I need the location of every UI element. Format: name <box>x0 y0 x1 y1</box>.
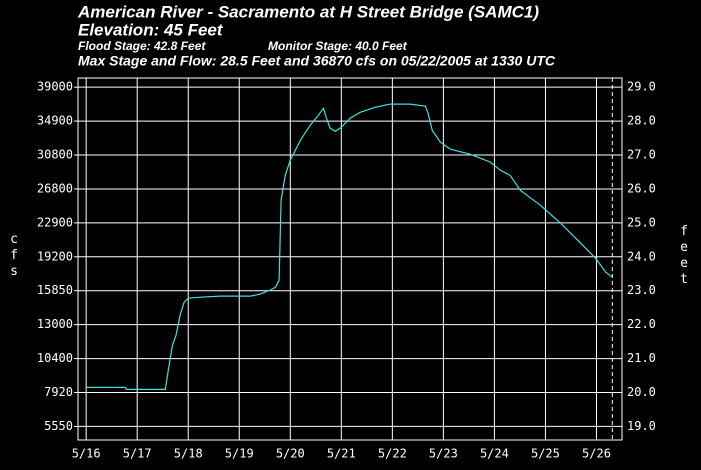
x-tick-label: 5/24 <box>480 447 509 461</box>
y2-tick-label: 25.0 <box>627 215 656 229</box>
y-tick-label: 26800 <box>37 181 73 195</box>
x-tick-label: 5/16 <box>72 447 101 461</box>
max-note: Max Stage and Flow: 28.5 Feet and 36870 … <box>78 53 556 69</box>
y-tick-label: 34900 <box>37 114 73 128</box>
x-tick-label: 5/19 <box>225 447 254 461</box>
y2-tick-label: 29.0 <box>627 80 656 94</box>
plot-border <box>77 77 623 441</box>
y2-tick-label: 28.0 <box>627 114 656 128</box>
chart-subtitle: Elevation: 45 Feet <box>78 20 224 39</box>
x-tick-label: 5/25 <box>531 447 560 461</box>
y2-tick-label: 26.0 <box>627 181 656 195</box>
chart-title: American River - Sacramento at H Street … <box>77 2 539 21</box>
x-tick-label: 5/18 <box>174 447 203 461</box>
x-tick-label: 5/23 <box>429 447 458 461</box>
y-tick-label: 19200 <box>37 249 73 263</box>
x-tick-label: 5/22 <box>378 447 407 461</box>
y2-tick-label: 27.0 <box>627 148 656 162</box>
y-tick-label: 13000 <box>37 317 73 331</box>
y2-tick-label: 23.0 <box>627 283 656 297</box>
y2-tick-label: 22.0 <box>627 317 656 331</box>
y-tick-label: 7920 <box>44 385 73 399</box>
y-axis-label: cfs <box>7 232 22 280</box>
y2-axis-label: feet <box>677 224 692 288</box>
y-tick-label: 39000 <box>37 80 73 94</box>
y-tick-label: 5550 <box>44 419 73 433</box>
y2-tick-label: 24.0 <box>627 249 656 263</box>
y-tick-label: 15850 <box>37 283 73 297</box>
y2-tick-label: 19.0 <box>627 419 656 433</box>
y-tick-label: 10400 <box>37 351 73 365</box>
monitor-stage: Monitor Stage: 40.0 Feet <box>268 39 408 53</box>
y-tick-label: 22900 <box>37 215 73 229</box>
x-tick-label: 5/17 <box>123 447 152 461</box>
x-tick-label: 5/21 <box>327 447 356 461</box>
x-tick-label: 5/20 <box>276 447 305 461</box>
y-tick-label: 30800 <box>37 148 73 162</box>
y2-tick-label: 20.0 <box>627 385 656 399</box>
flood-stage: Flood Stage: 42.8 Feet <box>78 39 206 53</box>
data-line <box>86 103 613 390</box>
x-tick-label: 5/26 <box>582 447 611 461</box>
y2-tick-label: 21.0 <box>627 351 656 365</box>
